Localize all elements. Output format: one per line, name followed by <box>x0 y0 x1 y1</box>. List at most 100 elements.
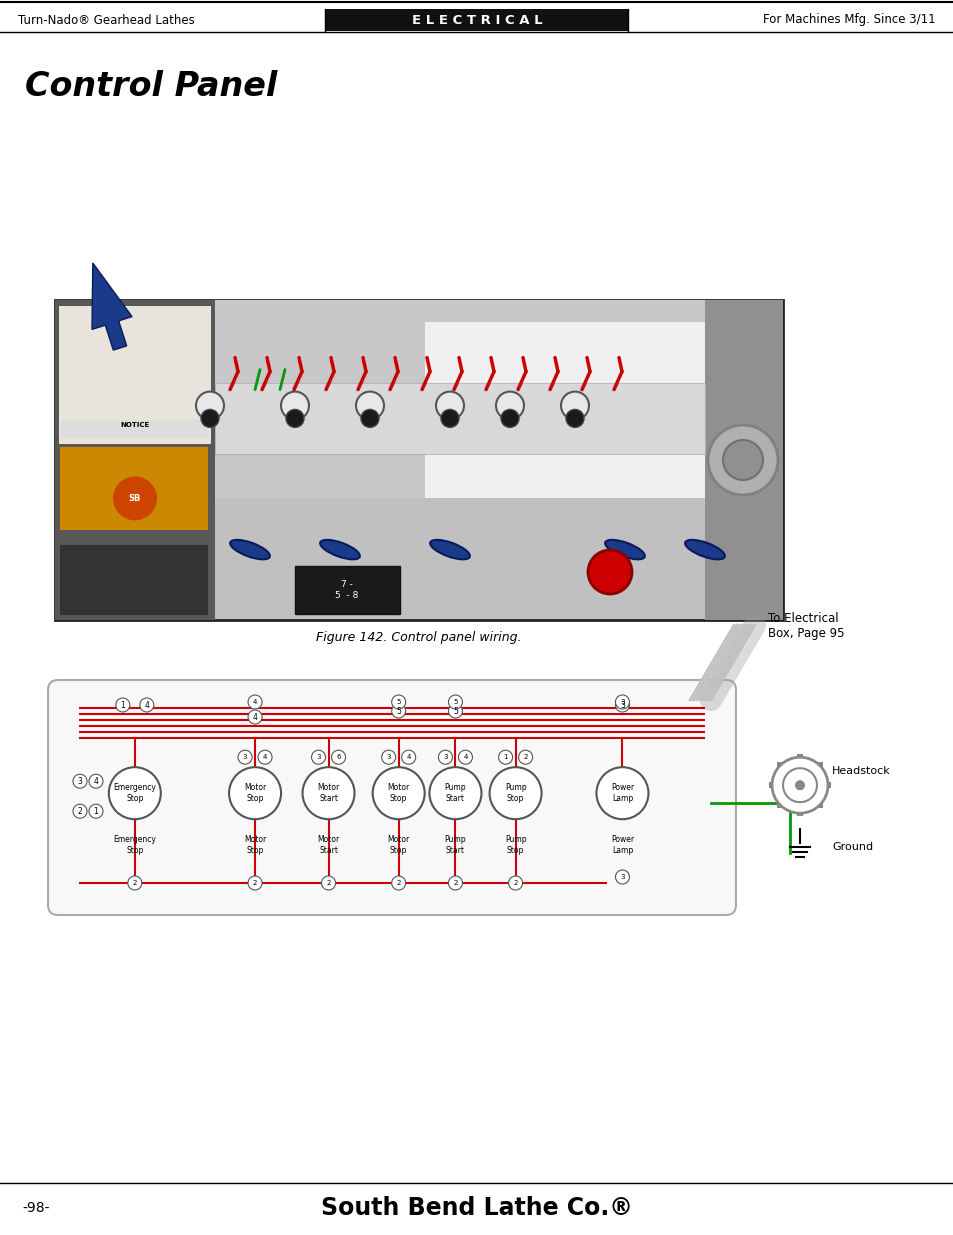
Circle shape <box>392 704 405 718</box>
Bar <box>60 447 208 530</box>
Text: 3: 3 <box>619 699 624 705</box>
Text: Pump
Stop: Pump Stop <box>504 835 526 855</box>
Circle shape <box>355 391 384 420</box>
Text: 5: 5 <box>453 699 457 705</box>
Bar <box>325 9 627 31</box>
Ellipse shape <box>604 540 644 559</box>
Text: 2: 2 <box>253 881 257 885</box>
Circle shape <box>438 750 452 764</box>
Bar <box>424 322 704 499</box>
Bar <box>816 762 821 768</box>
Circle shape <box>373 767 424 819</box>
Text: Emergency
Stop: Emergency Stop <box>113 783 156 803</box>
Circle shape <box>794 781 804 790</box>
Circle shape <box>128 876 142 890</box>
Ellipse shape <box>684 540 724 559</box>
Text: 3: 3 <box>316 755 320 761</box>
Text: Control Panel: Control Panel <box>25 70 277 104</box>
Text: 7 -
5  - 8: 7 - 5 - 8 <box>335 580 358 600</box>
Bar <box>824 782 830 788</box>
Circle shape <box>596 767 648 819</box>
Circle shape <box>281 391 309 420</box>
Circle shape <box>782 768 816 803</box>
Text: Motor
Start: Motor Start <box>317 783 339 803</box>
Text: 3: 3 <box>619 874 624 881</box>
Bar <box>60 545 208 615</box>
Circle shape <box>392 695 405 709</box>
Text: Figure 142. Control panel wiring.: Figure 142. Control panel wiring. <box>315 631 521 643</box>
Circle shape <box>248 710 262 724</box>
Text: 2: 2 <box>132 881 137 885</box>
Text: 4: 4 <box>406 755 411 761</box>
Circle shape <box>500 409 518 427</box>
Circle shape <box>115 698 130 713</box>
Text: Motor
Stop: Motor Stop <box>244 783 266 803</box>
Text: 5: 5 <box>453 706 457 715</box>
Circle shape <box>448 704 462 718</box>
Text: NOTICE: NOTICE <box>120 422 150 429</box>
Circle shape <box>360 409 378 427</box>
Bar <box>796 755 802 761</box>
Bar <box>214 383 704 453</box>
Text: Motor
Stop: Motor Stop <box>387 783 410 803</box>
Circle shape <box>615 698 629 713</box>
Circle shape <box>195 391 224 420</box>
Ellipse shape <box>320 540 359 559</box>
Text: South Bend Lathe Co.®: South Bend Lathe Co.® <box>321 1195 632 1220</box>
Circle shape <box>302 767 355 819</box>
Circle shape <box>238 750 252 764</box>
Text: 2: 2 <box>326 881 331 885</box>
Circle shape <box>401 750 416 764</box>
Text: 4: 4 <box>463 755 467 761</box>
Circle shape <box>587 550 631 594</box>
Text: E L E C T R I C A L: E L E C T R I C A L <box>412 14 541 26</box>
Text: 4: 4 <box>253 699 257 705</box>
Circle shape <box>615 869 629 884</box>
Text: 3: 3 <box>77 777 82 785</box>
Text: SB: SB <box>129 494 141 503</box>
Circle shape <box>248 695 262 709</box>
FancyBboxPatch shape <box>48 680 735 915</box>
Circle shape <box>565 409 583 427</box>
Text: 3: 3 <box>386 755 391 761</box>
Circle shape <box>440 409 458 427</box>
Ellipse shape <box>430 540 470 559</box>
Circle shape <box>722 440 762 480</box>
Text: Motor
Start: Motor Start <box>317 835 339 855</box>
Circle shape <box>248 876 262 890</box>
Text: Pump
Stop: Pump Stop <box>504 783 526 803</box>
Text: 2: 2 <box>453 881 457 885</box>
Bar <box>55 300 782 620</box>
FancyArrow shape <box>91 263 132 351</box>
Circle shape <box>707 425 778 495</box>
Text: 3: 3 <box>243 755 247 761</box>
Text: Pump
Start: Pump Start <box>444 783 466 803</box>
Text: Turn-Nado® Gearhead Lathes: Turn-Nado® Gearhead Lathes <box>18 14 194 26</box>
Circle shape <box>458 750 472 764</box>
Text: 2: 2 <box>523 755 527 761</box>
Circle shape <box>312 750 325 764</box>
Bar <box>704 300 782 620</box>
Text: Motor
Stop: Motor Stop <box>244 835 266 855</box>
Ellipse shape <box>230 540 270 559</box>
Text: 4: 4 <box>93 777 98 785</box>
Circle shape <box>489 767 541 819</box>
Bar <box>55 300 214 620</box>
Bar <box>59 306 211 445</box>
Circle shape <box>436 391 463 420</box>
Bar <box>214 300 704 499</box>
Circle shape <box>429 767 481 819</box>
Text: 5: 5 <box>395 706 400 715</box>
Bar <box>294 566 399 614</box>
Circle shape <box>518 750 532 764</box>
Circle shape <box>321 876 335 890</box>
Circle shape <box>89 774 103 788</box>
Text: Headstock: Headstock <box>831 766 890 777</box>
Text: 3: 3 <box>619 700 624 709</box>
Bar <box>768 782 774 788</box>
Circle shape <box>560 391 588 420</box>
Bar <box>796 810 802 816</box>
Text: 3: 3 <box>443 755 447 761</box>
Text: 2: 2 <box>513 881 517 885</box>
Circle shape <box>73 774 87 788</box>
